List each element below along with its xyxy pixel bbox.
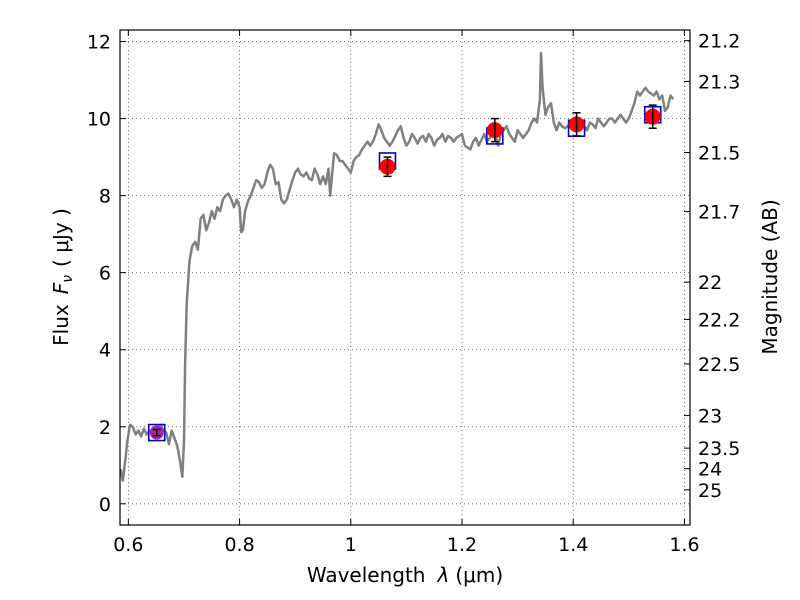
- plot-background: [120, 30, 690, 525]
- x-axis-label: Wavelength λ (μm): [307, 563, 503, 587]
- mag-tick-label: 21.5: [698, 142, 740, 164]
- y-tick-label: 4: [99, 340, 111, 362]
- mag-tick-label: 22.5: [698, 354, 740, 376]
- y-tick-label: 0: [99, 494, 111, 516]
- mag-tick-label: 25: [698, 480, 722, 502]
- grid: [120, 30, 690, 525]
- mag-tick-label: 21.2: [698, 31, 740, 53]
- mag-tick-label: 23: [698, 406, 722, 428]
- y2-axis-label: Magnitude (AB): [758, 199, 782, 354]
- y-tick-label: 8: [99, 186, 111, 208]
- x-tick-label: 1.2: [447, 534, 477, 556]
- y-tick-label: 2: [99, 417, 111, 439]
- mag-tick-label: 23.5: [698, 438, 740, 460]
- mag-tick-label: 22: [698, 272, 722, 294]
- model-box-marker: [147, 423, 166, 442]
- y-axis-label: FluxFν( μJy ): [49, 208, 76, 346]
- y-tick-label: 12: [87, 32, 111, 54]
- mag-tick-label: 22.2: [698, 309, 740, 331]
- y-tick-label: 6: [99, 263, 111, 285]
- y-tick-label: 10: [87, 109, 111, 131]
- x-tick-label: 0.8: [224, 534, 254, 556]
- mag-tick-label: 24: [698, 459, 722, 481]
- x-tick-label: 1: [345, 534, 357, 556]
- x-tick-label: 1.4: [558, 534, 588, 556]
- mag-tick-label: 21.7: [698, 202, 740, 224]
- data-layer: [119, 51, 675, 482]
- x-tick-label: 0.6: [113, 534, 143, 556]
- x-tick-label: 1.6: [669, 534, 699, 556]
- mag-tick-label: 21.3: [698, 71, 740, 93]
- plot-frame: [119, 29, 691, 526]
